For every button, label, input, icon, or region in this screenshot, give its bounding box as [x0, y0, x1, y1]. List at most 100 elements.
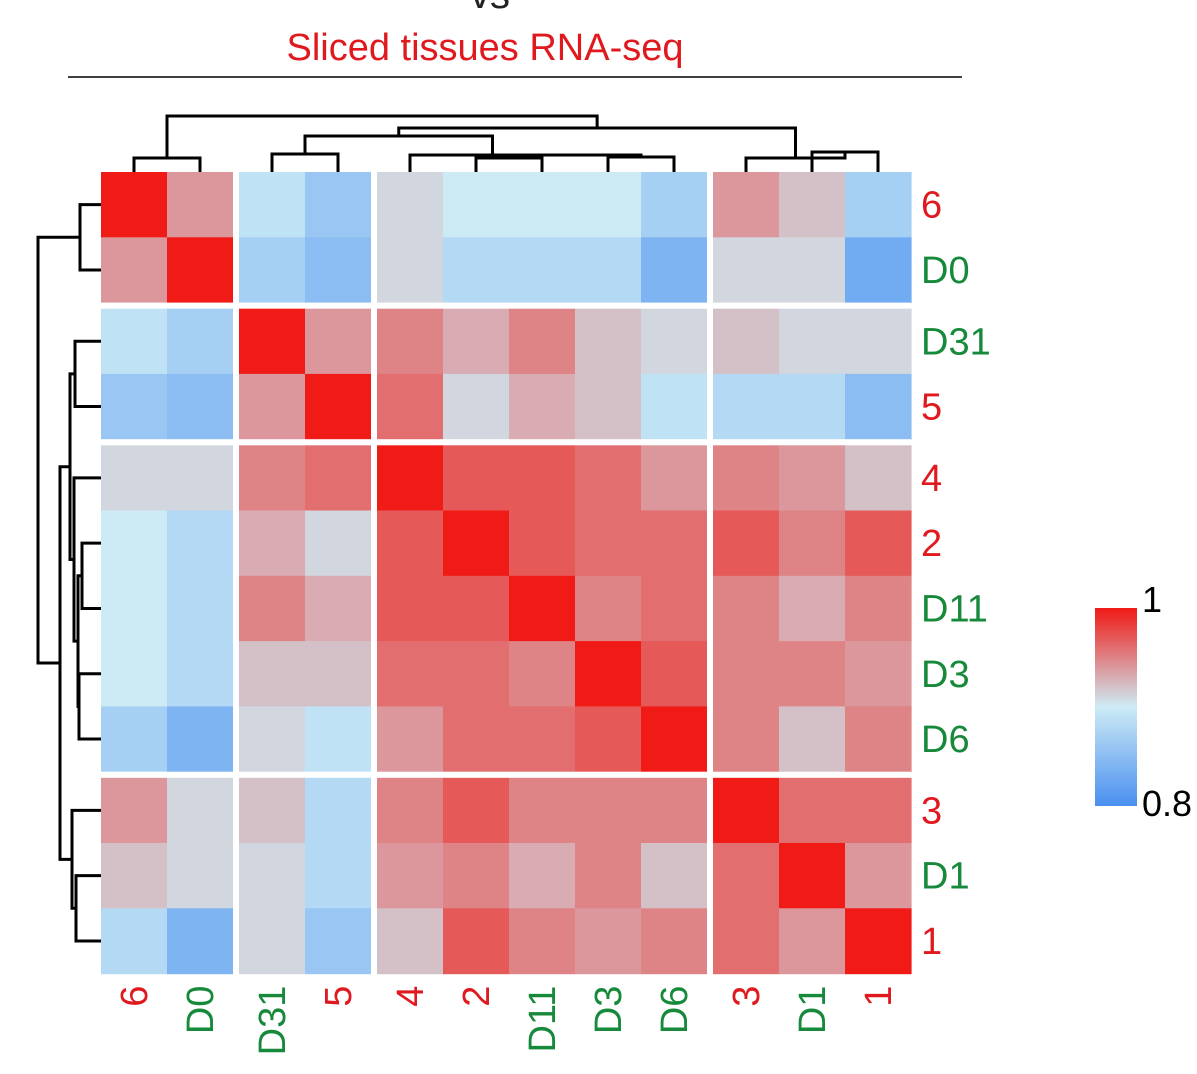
cluster-separator-vertical [233, 172, 239, 982]
heatmap-cell-D0-3 [713, 237, 780, 304]
heatmap-cell-5-3 [713, 373, 780, 440]
heatmap-cell-5-4 [377, 373, 444, 440]
heatmap-cell-6-2 [443, 172, 510, 238]
heatmap-cell-5-5 [305, 373, 372, 440]
heatmap-cell-2-D6 [641, 510, 708, 577]
column-dendrogram-link [165, 114, 599, 158]
heatmap-cell-3-D31 [239, 777, 306, 844]
heatmap-cell-D11-3 [713, 575, 780, 642]
heatmap-cell-4-D1 [779, 445, 846, 512]
heatmap-cell-D1-3 [713, 843, 780, 909]
heatmap-cell-D31-6 [101, 308, 168, 375]
column-dendrogram [132, 114, 880, 172]
heatmap-cell-D6-1 [845, 706, 912, 773]
heatmap-cell-D6-D11 [509, 706, 576, 773]
cluster-separator-horizontal [101, 439, 911, 446]
heatmap-cell-3-1 [845, 777, 912, 844]
heatmap-cell-3-2 [443, 777, 510, 844]
heatmap-cell-5-D6 [641, 373, 708, 440]
heatmap-cell-D6-D1 [779, 706, 846, 773]
heatmap-cell-D6-4 [377, 706, 444, 773]
heatmap-cell-6-D3 [575, 172, 642, 238]
heatmap-cell-D11-D0 [167, 575, 234, 642]
heatmap-cell-D3-D6 [641, 641, 708, 707]
heatmap-cell-3-D3 [575, 777, 642, 844]
row-dendrogram-link [74, 874, 101, 943]
heatmap-cell-D31-5 [305, 308, 372, 375]
heatmap-cell-6-D6 [641, 172, 708, 238]
heatmap-cell-D3-D11 [509, 641, 576, 707]
heatmap-cell-6-D11 [509, 172, 576, 238]
heatmap-cell-D0-D11 [509, 237, 576, 304]
heatmap-cell-D31-D3 [575, 308, 642, 375]
row-dendrogram-link [77, 672, 101, 741]
row-label-2: 2 [921, 523, 942, 565]
heatmap-cell-D3-D31 [239, 641, 306, 707]
heatmap-cell-D6-D0 [167, 706, 234, 773]
heatmap-cell-D0-D0 [167, 237, 234, 304]
heatmap-cell-D0-1 [845, 237, 912, 304]
heatmap-cell-D6-D6 [641, 706, 708, 773]
heatmap-cell-D11-2 [443, 575, 510, 642]
heatmap-cell-D1-D3 [575, 843, 642, 909]
heatmap-cell-D31-2 [443, 308, 510, 375]
heatmap-cell-D3-D3 [575, 641, 642, 707]
heatmap-cell-1-D11 [509, 908, 576, 975]
heatmap-cell-3-6 [101, 777, 168, 844]
heatmap-cell-1-6 [101, 908, 168, 975]
heatmap-cell-3-5 [305, 777, 372, 844]
heatmap-cell-D11-D31 [239, 575, 306, 642]
heatmap-cell-D31-4 [377, 308, 444, 375]
heatmap-cell-4-3 [713, 445, 780, 512]
heatmap-cell-6-4 [377, 172, 444, 238]
heatmap-cell-D1-5 [305, 843, 372, 909]
heatmap-cell-D31-D11 [509, 308, 576, 375]
heatmap-cell-D0-D3 [575, 237, 642, 304]
row-label-6: 6 [921, 185, 942, 227]
heatmap-cell-5-D31 [239, 373, 306, 440]
column-label-6: 6 [114, 986, 156, 1007]
row-label-1: 1 [921, 921, 942, 963]
heatmap-cell-5-D11 [509, 373, 576, 440]
heatmap-cell-2-3 [713, 510, 780, 577]
column-dendrogram-link [474, 156, 544, 172]
column-label-D11: D11 [522, 986, 564, 1053]
heatmap-cell-1-D6 [641, 908, 708, 975]
heatmap-cell-6-6 [101, 172, 168, 238]
row-label-D0: D0 [921, 250, 970, 292]
heatmap-cell-1-4 [377, 908, 444, 975]
heatmap-cell-1-D3 [575, 908, 642, 975]
heatmap-cell-4-6 [101, 445, 168, 512]
heatmap-cell-D6-6 [101, 706, 168, 773]
heatmap-cell-D31-D1 [779, 308, 846, 375]
heatmap-cell-D3-1 [845, 641, 912, 707]
heatmap-cell-D3-4 [377, 641, 444, 707]
cluster-separator-vertical [707, 172, 713, 982]
column-dendrogram-link [132, 156, 202, 172]
heatmap-cell-3-D6 [641, 777, 708, 844]
row-label-D6: D6 [921, 719, 970, 761]
heatmap-cell-5-2 [443, 373, 510, 440]
cluster-separator-horizontal [101, 771, 911, 778]
heatmap-cell-2-4 [377, 510, 444, 577]
heatmap-cell-D11-D6 [641, 575, 708, 642]
heatmap-cell-D1-D31 [239, 843, 306, 909]
column-label-D3: D3 [588, 986, 630, 1035]
column-label-D31: D31 [252, 986, 294, 1056]
row-label-5: 5 [921, 387, 942, 429]
heatmap-cell-5-D0 [167, 373, 234, 440]
heatmap-cell-D11-4 [377, 575, 444, 642]
heatmap-cell-D6-2 [443, 706, 510, 773]
heatmap-cell-D1-D6 [641, 843, 708, 909]
heatmap-cell-D0-D1 [779, 237, 846, 304]
row-dendrogram-link [36, 235, 80, 665]
heatmap-cell-4-2 [443, 445, 510, 512]
heatmap-cell-D1-D1 [779, 843, 846, 909]
heatmap-cell-D31-1 [845, 308, 912, 375]
column-label-4: 4 [390, 986, 432, 1007]
heatmap-cell-D31-D0 [167, 308, 234, 375]
column-label-D0: D0 [180, 986, 222, 1035]
row-label-D31: D31 [921, 321, 991, 363]
heatmap-cell-D11-1 [845, 575, 912, 642]
chart-title: Sliced tissues RNA-seq [286, 27, 683, 69]
